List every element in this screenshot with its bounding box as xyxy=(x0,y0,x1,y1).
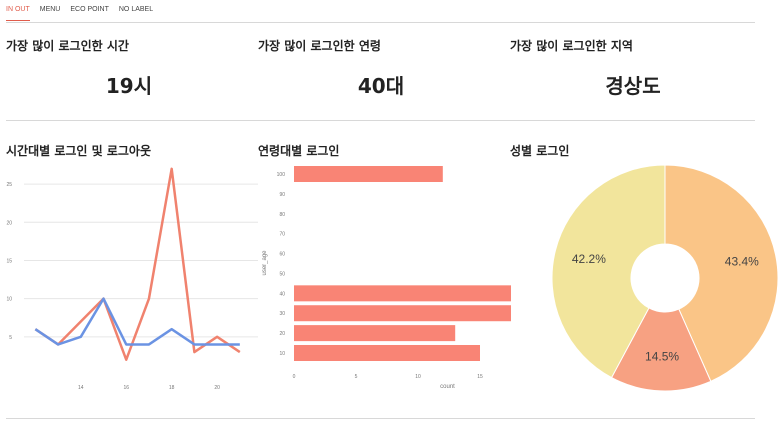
line-y-tick: 10 xyxy=(6,297,12,303)
pie-chart-title: 성별 로그인 xyxy=(510,144,570,158)
bar-x-tick: 15 xyxy=(477,374,483,380)
line-x-tick: 14 xyxy=(78,385,84,391)
line-x-tick: 18 xyxy=(169,385,175,391)
line-y-tick: 25 xyxy=(6,182,12,188)
bar-y-tick: 10 xyxy=(279,351,285,357)
tab-in-out[interactable]: IN OUT xyxy=(6,0,30,21)
bar-40 xyxy=(294,285,511,302)
bar-20 xyxy=(294,325,456,342)
top-tab-bar: IN OUT MENU ECO POINT NO LABEL xyxy=(6,0,153,22)
stat-title-region: 가장 많이 로그인한 지역 xyxy=(510,39,633,53)
bar-y-tick: 40 xyxy=(279,291,285,297)
pie-slice-0 xyxy=(664,164,779,382)
bar-y-tick: 70 xyxy=(279,232,285,238)
line-x-tick: 20 xyxy=(214,385,220,391)
bottom-divider xyxy=(6,418,755,419)
pie-slice-2 xyxy=(551,164,666,379)
line-y-tick: 20 xyxy=(6,220,12,226)
bar-x-label: count xyxy=(440,384,455,390)
top-divider xyxy=(6,22,755,23)
bar-x-tick: 0 xyxy=(293,374,296,380)
pie-label-2: 42.2% xyxy=(572,252,606,266)
bar-10 xyxy=(294,345,480,361)
bar-x-tick: 10 xyxy=(415,374,421,380)
stat-title-time: 가장 많이 로그인한 시간 xyxy=(6,39,129,53)
bar-y-tick: 100 xyxy=(277,172,286,178)
bar-30 xyxy=(294,305,511,322)
tab-eco-point[interactable]: ECO POINT xyxy=(70,6,109,13)
bar-100 xyxy=(294,166,443,182)
line-y-tick: 15 xyxy=(6,258,12,264)
stat-value-region: 경상도 xyxy=(605,74,661,98)
stat-value-time: 19시 xyxy=(105,74,153,98)
bar-y-tick: 90 xyxy=(279,192,285,198)
line-x-tick: 16 xyxy=(123,385,129,391)
pie-label-1: 14.5% xyxy=(645,349,679,363)
stats-divider xyxy=(6,120,755,121)
pie-slice-1 xyxy=(610,307,712,392)
line-series-1 xyxy=(34,297,240,346)
bar-y-tick: 30 xyxy=(279,311,285,317)
bar-y-tick: 50 xyxy=(279,271,285,277)
pie-label-0: 43.4% xyxy=(725,255,759,269)
bar-x-tick: 5 xyxy=(355,374,358,380)
tab-no-label[interactable]: NO LABEL xyxy=(118,6,154,13)
bar-y-label: user_age xyxy=(262,250,268,276)
bar-y-tick: 80 xyxy=(279,212,285,218)
stat-value-age: 40대 xyxy=(357,74,405,98)
stat-title-age: 가장 많이 로그인한 연령 xyxy=(258,39,381,53)
line-y-tick: 5 xyxy=(9,335,12,341)
tab-menu[interactable]: MENU xyxy=(39,6,61,13)
line-chart-title: 시간대별 로그인 및 로그아웃 xyxy=(6,144,152,158)
bar-y-tick: 20 xyxy=(279,331,285,337)
bar-y-tick: 60 xyxy=(279,252,285,258)
bar-chart-title: 연령대별 로그인 xyxy=(258,144,340,158)
